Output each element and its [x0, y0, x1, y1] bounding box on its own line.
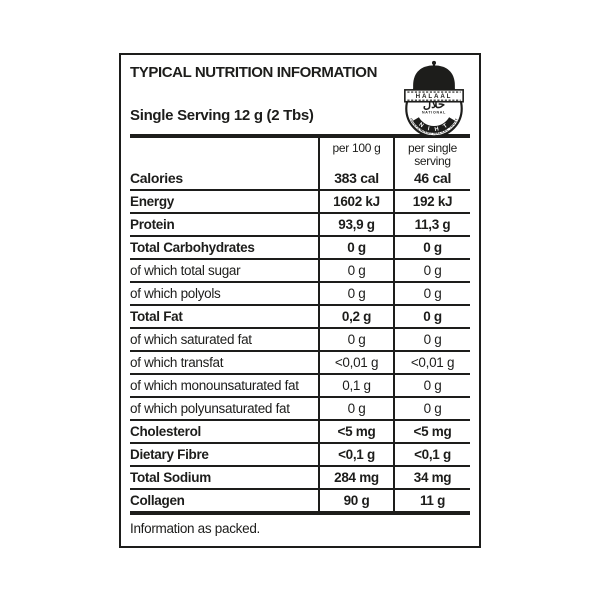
logo-band: [412, 117, 456, 133]
row-label: Protein: [130, 217, 175, 232]
column-per-100g: per 100 g 383 cal: [318, 138, 393, 189]
column-header-per-serving: per single serving: [407, 141, 458, 168]
row-value-per-100g: <5 mg: [318, 421, 393, 442]
row-value-per-100g: 0 g: [318, 329, 393, 350]
row-label: of which polyunsaturated fat: [130, 401, 290, 416]
row-label: of which transfat: [130, 355, 224, 370]
row-label: Total Fat: [130, 309, 183, 324]
row-value-per-serving: <5 mg: [393, 421, 470, 442]
row-label: Dietary Fibre: [130, 447, 209, 462]
row-value-per-100g: 284 mg: [318, 467, 393, 488]
row-label: Collagen: [130, 493, 185, 508]
row-value-per-100g: 90 g: [318, 490, 393, 511]
row-value-per-100g: <0,1 g: [318, 444, 393, 465]
row-value-per-100g: 0 g: [318, 283, 393, 304]
row-value-per-100g: 0 g: [318, 260, 393, 281]
row-label: of which polyols: [130, 286, 221, 301]
row-value-per-serving: 46 cal: [413, 170, 452, 186]
row-label: Cholesterol: [130, 424, 201, 439]
row-value-per-serving: 34 mg: [393, 467, 470, 488]
row-value-per-serving: <0,1 g: [393, 444, 470, 465]
column-header-per-100g: per 100 g: [332, 141, 381, 155]
row-label: of which monounsaturated fat: [130, 378, 299, 393]
row-value-per-serving: 0 g: [393, 306, 470, 327]
dome-finial-icon: [431, 60, 437, 65]
row-value-per-serving: 192 kJ: [393, 191, 470, 212]
table-header-row: Calories per 100 g 383 cal per single se…: [130, 138, 470, 191]
row-value-per-serving: 0 g: [393, 283, 470, 304]
row-value-per-serving: 0 g: [393, 398, 470, 419]
column-per-serving: per single serving 46 cal: [393, 138, 470, 189]
row-value-per-100g: 1602 kJ: [318, 191, 393, 212]
logo-banner: [404, 89, 464, 103]
header-divider: [130, 134, 470, 138]
row-label: of which saturated fat: [130, 332, 252, 347]
row-value-per-100g: 383 cal: [334, 170, 379, 186]
row-value-per-100g: 0 g: [318, 237, 393, 258]
mosque-dome-icon: [413, 65, 455, 90]
row-value-per-100g: 93,9 g: [318, 214, 393, 235]
row-value-per-serving: 0 g: [393, 237, 470, 258]
serving-size: Single Serving 12 g (2 Tbs): [130, 107, 314, 124]
row-value-per-serving: 0 g: [393, 375, 470, 396]
row-label: Total Carbohydrates: [130, 240, 255, 255]
table-row: Cholesterol <5 mg <5 mg: [130, 421, 470, 444]
row-value-per-serving: 11 g: [393, 490, 470, 511]
row-value-per-100g: 0,2 g: [318, 306, 393, 327]
table-row: Total Sodium 284 mg 34 mg: [130, 467, 470, 490]
row-value-per-100g: 0,1 g: [318, 375, 393, 396]
table-row: Energy 1602 kJ 192 kJ: [130, 191, 470, 214]
row-value-per-100g: <0,01 g: [318, 352, 393, 373]
table-row: Dietary Fibre <0,1 g <0,1 g: [130, 444, 470, 467]
table-row: of which transfat <0,01 g <0,01 g: [130, 352, 470, 375]
row-value-per-serving: 0 g: [393, 329, 470, 350]
label-title: TYPICAL NUTRITION INFORMATION: [130, 64, 377, 81]
nutrition-label: TYPICAL NUTRITION INFORMATION INDEPENDEN…: [119, 53, 481, 548]
row-value-per-serving: 11,3 g: [393, 214, 470, 235]
table-row: Protein 93,9 g 11,3 g: [130, 214, 470, 237]
halaal-certification-logo: INDEPENDENT HALAAL TRUST N I H T حلال NA…: [404, 60, 464, 138]
logo-national-text: NATIONAL: [422, 111, 446, 115]
row-label: Calories: [130, 170, 183, 186]
table-row: Collagen 90 g 11 g: [130, 490, 470, 515]
logo-initials: N I H T: [418, 122, 451, 133]
footer-note: Information as packed.: [130, 521, 260, 536]
nutrition-table: Calories per 100 g 383 cal per single se…: [130, 138, 470, 515]
row-value-per-100g: 0 g: [318, 398, 393, 419]
logo-banner-text: HALAAL: [416, 93, 453, 100]
row-label: Total Sodium: [130, 470, 211, 485]
row-value-per-serving: 0 g: [393, 260, 470, 281]
row-value-per-serving: <0,01 g: [393, 352, 470, 373]
row-label: of which total sugar: [130, 263, 241, 278]
nutrition-table-body: Energy 1602 kJ 192 kJ Protein 93,9 g 11,3 g To…: [130, 191, 470, 515]
row-label: Energy: [130, 194, 174, 209]
